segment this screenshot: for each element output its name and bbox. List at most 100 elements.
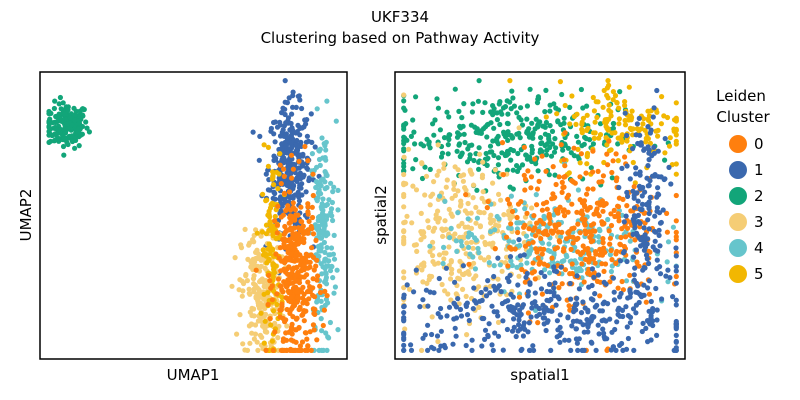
spatial-point-cluster-5 xyxy=(666,143,673,149)
spatial-point-cluster-0 xyxy=(597,293,603,299)
spatial-point-cluster-2 xyxy=(597,121,604,127)
spatial-point-cluster-2 xyxy=(567,104,573,110)
spatial-point-cluster-1 xyxy=(621,249,627,255)
spatial-point-cluster-1 xyxy=(639,193,645,199)
spatial-point-cluster-0 xyxy=(541,231,547,237)
umap-point-cluster-4 xyxy=(323,216,330,222)
umap-point-cluster-4 xyxy=(319,201,325,207)
spatial-point-cluster-5 xyxy=(507,78,513,84)
umap-point-cluster-3 xyxy=(238,242,244,248)
spatial-point-cluster-1 xyxy=(634,121,641,127)
umap-point-cluster-4 xyxy=(329,213,335,219)
spatial-point-cluster-2 xyxy=(461,131,467,137)
umap-point-cluster-2 xyxy=(67,115,73,121)
spatial-point-cluster-4 xyxy=(605,216,611,223)
spatial-point-cluster-3 xyxy=(414,248,420,254)
spatial-point-cluster-1 xyxy=(655,248,661,254)
umap-point-cluster-1 xyxy=(271,131,277,137)
spatial-point-cluster-0 xyxy=(631,184,637,190)
umap-xlabel: UMAP1 xyxy=(167,366,220,384)
spatial-point-cluster-1 xyxy=(624,189,630,196)
legend-label-5: 5 xyxy=(754,265,764,283)
spatial-point-cluster-5 xyxy=(610,97,616,103)
spatial-point-cluster-0 xyxy=(607,241,613,247)
umap-point-cluster-0 xyxy=(310,192,316,199)
spatial-point-cluster-1 xyxy=(489,303,495,309)
spatial-point-cluster-2 xyxy=(469,142,475,148)
spatial-point-cluster-2 xyxy=(434,96,440,102)
spatial-point-cluster-1 xyxy=(529,305,535,311)
spatial-point-cluster-1 xyxy=(613,347,619,353)
spatial-point-cluster-5 xyxy=(601,159,607,166)
spatial-point-cluster-1 xyxy=(617,258,624,264)
spatial-point-cluster-0 xyxy=(521,224,527,230)
umap-point-cluster-2 xyxy=(46,118,52,124)
spatial-point-cluster-3 xyxy=(490,180,496,186)
spatial-point-cluster-5 xyxy=(593,99,599,105)
spatial-point-cluster-0 xyxy=(600,240,606,246)
umap-point-cluster-0 xyxy=(308,223,314,230)
spatial-point-cluster-1 xyxy=(633,132,639,138)
umap-point-cluster-1 xyxy=(285,164,291,170)
spatial-point-cluster-3 xyxy=(441,256,447,262)
spatial-point-cluster-5 xyxy=(612,130,618,136)
umap-point-cluster-3 xyxy=(253,263,259,269)
umap-point-cluster-4 xyxy=(333,118,339,124)
umap-point-cluster-3 xyxy=(244,347,251,353)
umap-point-cluster-3 xyxy=(249,330,255,336)
umap-point-cluster-5 xyxy=(267,219,273,225)
umap-point-cluster-0 xyxy=(280,336,287,342)
spatial-point-cluster-0 xyxy=(560,208,566,214)
spatial-point-cluster-3 xyxy=(516,273,522,279)
spatial-point-cluster-4 xyxy=(497,262,503,268)
spatial-point-cluster-2 xyxy=(547,108,553,114)
spatial-point-cluster-1 xyxy=(554,318,561,324)
spatial-point-cluster-5 xyxy=(606,102,612,108)
spatial-point-cluster-0 xyxy=(530,227,536,233)
umap-point-cluster-1 xyxy=(272,139,278,145)
spatial-point-cluster-0 xyxy=(624,203,630,209)
umap-point-cluster-1 xyxy=(268,125,274,132)
spatial-point-cluster-3 xyxy=(419,267,425,273)
spatial-point-cluster-1 xyxy=(632,225,638,231)
spatial-point-cluster-1 xyxy=(630,306,637,312)
spatial-point-cluster-2 xyxy=(526,134,533,140)
spatial-point-cluster-1 xyxy=(617,342,623,348)
spatial-point-cluster-0 xyxy=(514,214,520,221)
spatial-point-cluster-1 xyxy=(631,218,637,225)
spatial-point-cluster-5 xyxy=(673,118,679,124)
spatial-point-cluster-0 xyxy=(600,208,606,214)
umap-point-cluster-5 xyxy=(268,322,274,328)
spatial-point-cluster-3 xyxy=(423,173,430,179)
spatial-point-cluster-1 xyxy=(444,313,450,319)
umap-point-cluster-0 xyxy=(272,329,278,335)
spatial-point-cluster-1 xyxy=(500,318,506,324)
spatial-point-cluster-1 xyxy=(659,296,665,302)
spatial-point-cluster-1 xyxy=(528,314,534,320)
umap-point-cluster-0 xyxy=(317,289,324,296)
spatial-point-cluster-1 xyxy=(637,206,643,212)
spatial-point-cluster-1 xyxy=(520,323,527,329)
umap-point-cluster-0 xyxy=(284,206,291,212)
umap-point-cluster-5 xyxy=(260,247,266,253)
spatial-point-cluster-3 xyxy=(405,146,412,152)
umap-point-cluster-1 xyxy=(290,104,296,110)
spatial-point-cluster-3 xyxy=(445,291,451,297)
umap-point-cluster-4 xyxy=(309,151,315,157)
spatial-point-cluster-2 xyxy=(476,78,482,84)
spatial-point-cluster-2 xyxy=(505,121,511,127)
spatial-point-cluster-3 xyxy=(436,168,442,174)
spatial-point-cluster-3 xyxy=(440,233,446,239)
umap-point-cluster-0 xyxy=(290,166,296,172)
umap-point-cluster-1 xyxy=(302,117,308,123)
spatial-point-cluster-5 xyxy=(616,105,622,111)
spatial-point-cluster-1 xyxy=(546,281,553,287)
umap-point-cluster-3 xyxy=(229,283,235,289)
umap-point-cluster-0 xyxy=(298,204,304,210)
spatial-point-cluster-0 xyxy=(646,291,653,297)
umap-point-cluster-5 xyxy=(279,294,285,300)
spatial-point-cluster-3 xyxy=(451,182,457,188)
spatial-point-cluster-3 xyxy=(480,189,486,195)
umap-point-cluster-0 xyxy=(289,324,295,330)
spatial-point-cluster-1 xyxy=(473,300,479,306)
